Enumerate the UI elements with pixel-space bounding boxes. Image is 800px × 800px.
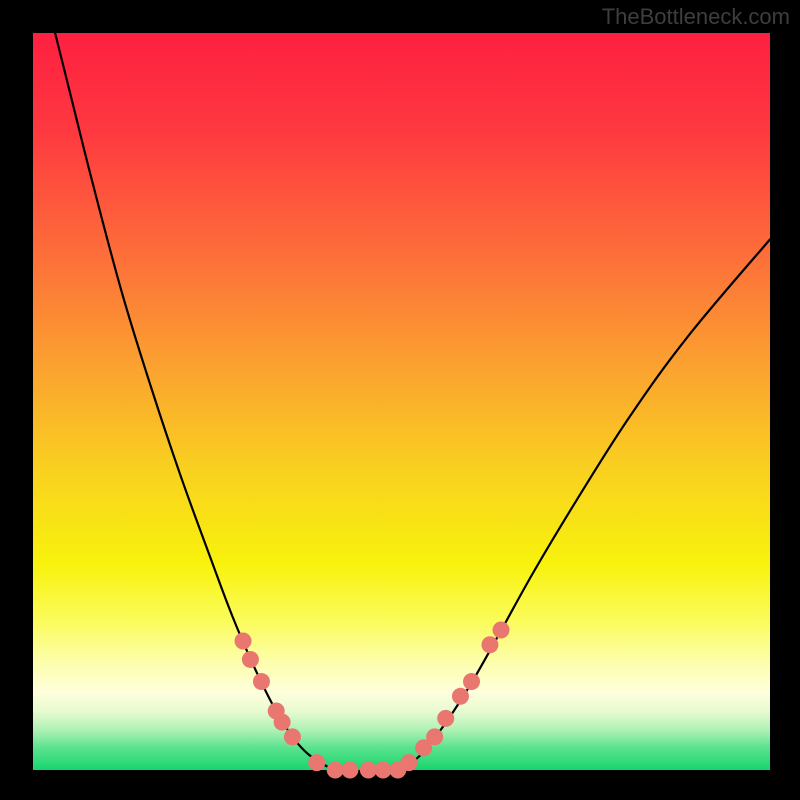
curve-marker xyxy=(327,762,344,779)
curve-marker xyxy=(452,688,469,705)
curve-marker xyxy=(493,621,510,638)
curve-marker xyxy=(341,762,358,779)
v-curve-line xyxy=(55,33,770,771)
curve-marker xyxy=(375,762,392,779)
attribution-label: TheBottleneck.com xyxy=(602,4,790,30)
curve-marker xyxy=(437,710,454,727)
curve-marker xyxy=(274,714,291,731)
curve-marker xyxy=(253,673,270,690)
curve-marker xyxy=(481,636,498,653)
curve-markers xyxy=(235,621,510,778)
bottleneck-curve-chart xyxy=(0,0,800,800)
curve-marker xyxy=(284,728,301,745)
curve-marker xyxy=(360,762,377,779)
curve-marker xyxy=(235,633,252,650)
curve-marker xyxy=(463,673,480,690)
curve-marker xyxy=(426,728,443,745)
curve-marker xyxy=(308,754,325,771)
curve-marker xyxy=(400,754,417,771)
curve-marker xyxy=(242,651,259,668)
